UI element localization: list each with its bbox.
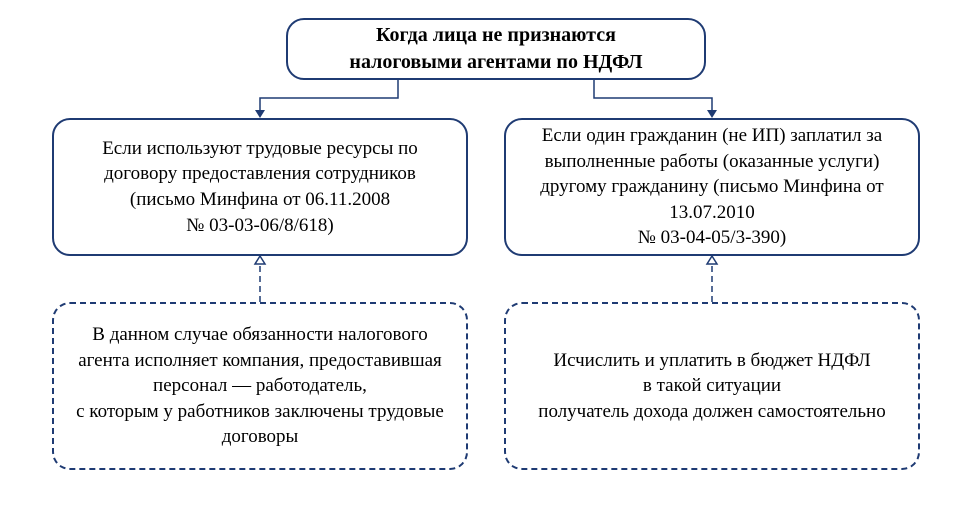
right-case-box: Если один гражданин (не ИП) заплатил за …: [504, 118, 920, 256]
left-case-box: Если используют трудовые ресурсы по дого…: [52, 118, 468, 256]
left-case-text: Если используют трудовые ресурсы по дого…: [72, 136, 448, 239]
right-note-box: Исчислить и уплатить в бюджет НДФЛв тако…: [504, 302, 920, 470]
left-note-box: В данном случае обязанности налогового а…: [52, 302, 468, 470]
right-case-text: Если один гражданин (не ИП) заплатил за …: [524, 123, 900, 251]
root-title-text: Когда лица не признаютсяналоговыми агент…: [349, 22, 642, 76]
left-note-text: В данном случае обязанности налогового а…: [72, 322, 448, 450]
root-title-box: Когда лица не признаютсяналоговыми агент…: [286, 18, 706, 80]
right-note-text: Исчислить и уплатить в бюджет НДФЛв тако…: [538, 348, 885, 425]
